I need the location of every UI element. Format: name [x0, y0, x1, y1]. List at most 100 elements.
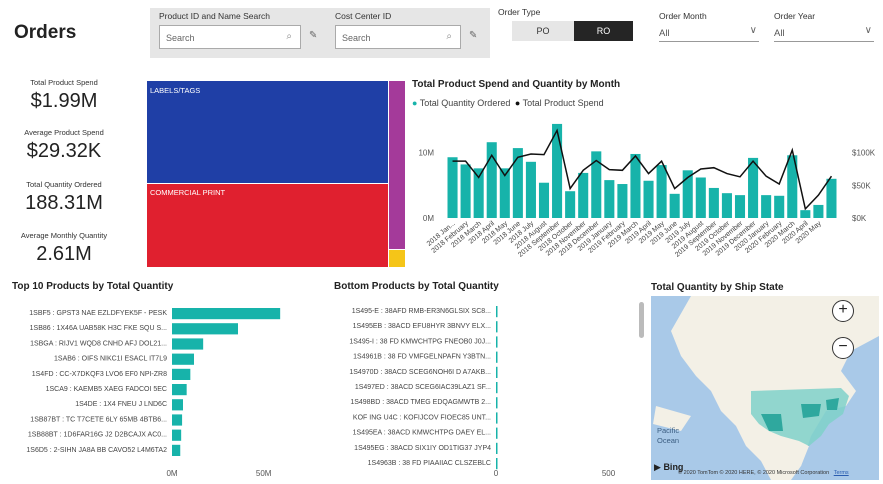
- combo-legend: ● Total Quantity Ordered ● Total Product…: [412, 98, 604, 108]
- bar-label: KOF ING U4C : KOFIJCOV FIOEC85 UNT...: [353, 414, 491, 421]
- state-highlight: [801, 404, 821, 418]
- bar-quantity: [552, 123, 563, 218]
- bar-quantity: [538, 182, 550, 218]
- y-left-tick: 10M: [418, 149, 434, 158]
- eraser-icon[interactable]: ✎: [309, 30, 318, 41]
- order-month-dropdown[interactable]: All ∨: [659, 24, 759, 42]
- bar-label: 1SB87BT : TC T7CETE 6LY 65MB 4BTB6...: [30, 416, 167, 423]
- bar-label: 1S495-E : 38AFD RMB-ER3N6GLSIX SC8...: [352, 308, 491, 315]
- bar-quantity: [787, 155, 798, 218]
- bar-bottom: [496, 442, 498, 454]
- map-visual[interactable]: Pacific Ocean + − ▶ Bing © 2020 TomTom ©…: [651, 296, 879, 480]
- legend-dot-icon: ●: [514, 98, 521, 108]
- kpi-label: Total Quantity Ordered: [26, 180, 102, 189]
- x-tick: 0M: [166, 469, 177, 478]
- bar-top10: [172, 338, 204, 350]
- bar-quantity: [591, 151, 602, 218]
- zoom-out-button[interactable]: −: [832, 337, 854, 359]
- order-type-label: Order Type: [498, 7, 541, 17]
- bar-label: 1SAB6 : OIFS NIKC1I ESACL IT7L9: [54, 356, 167, 363]
- scrollbar-thumb[interactable]: [639, 302, 644, 338]
- zoom-in-button[interactable]: +: [832, 300, 854, 322]
- bar-quantity: [486, 142, 497, 218]
- kpi-value: $29.32K: [26, 140, 102, 162]
- bar-quantity: [460, 164, 471, 218]
- bar-label: 1SCA9 : KAEMB5 XAEG FADCOI 5EC: [46, 386, 167, 393]
- bar-quantity: [512, 148, 523, 218]
- bar-label: 1S495EG : 38ACD SIX1IY OD1TIG37 JYP4: [354, 445, 491, 452]
- bar-quantity: [695, 177, 706, 218]
- bar-label: 1S4FD : CC-X7DKQF3 LVO6 EF0 NPI-ZR8: [32, 371, 167, 378]
- search-icon: ⌕: [446, 31, 452, 42]
- chevron-down-icon: ∨: [749, 25, 757, 36]
- bar-quantity: [734, 195, 746, 218]
- bar-quantity: [761, 195, 772, 218]
- legend-dot-icon: ●: [412, 98, 418, 108]
- mexico: [781, 446, 809, 466]
- bottom-chart[interactable]: 1S495-E : 38AFD RMB-ER3N6GLSIX SC8... 1S4…: [322, 300, 647, 480]
- map-attribution: © 2020 TomTom © 2020 HERE, © 2020 Micros…: [678, 470, 849, 476]
- bar-quantity: [525, 161, 536, 218]
- treemap-tile-labels-tags[interactable]: LABELS/TAGS: [147, 81, 388, 183]
- treemap-tile-purple[interactable]: [389, 81, 405, 249]
- bar-quantity: [669, 193, 680, 218]
- bar-quantity: [473, 168, 484, 218]
- treemap-label: LABELS/TAGS: [150, 86, 201, 95]
- order-type-po-button[interactable]: PO: [512, 21, 574, 41]
- us-region: [751, 388, 849, 446]
- state-highlight: [761, 414, 783, 431]
- bar-label: 1S4DE : 1X4 FNEU J LND6C: [75, 401, 167, 408]
- bar-label: 1S6D5 : 2-SIHN JA8A BB CAVO52 L4M6TA2: [26, 447, 167, 454]
- bar-label: 1SB86 : 1X46A UAB58K H3C FKE SQU S...: [30, 325, 167, 332]
- product-search-placeholder: Search: [166, 33, 195, 43]
- bar-quantity: [656, 165, 667, 218]
- eraser-icon[interactable]: ✎: [469, 30, 478, 41]
- bar-bottom: [496, 412, 498, 424]
- landmass: [671, 296, 879, 480]
- bar-label: 1SBGA : RIJV1 WQD8 CNHD AFJ DOL21...: [30, 340, 167, 347]
- bar-quantity: [578, 172, 589, 218]
- search-icon: ⌕: [286, 31, 292, 42]
- bar-label: 1SB88BT : 1D6FAR16G J2 D2BCAJX AC0...: [28, 432, 167, 439]
- order-type-ro-button[interactable]: RO: [574, 21, 633, 41]
- order-year-dropdown[interactable]: All ∨: [774, 24, 874, 42]
- line-spend: [452, 128, 833, 211]
- top10-chart[interactable]: 1SBF5 : GPST3 NAE EZLDFYEK5F - PESK 1SB86…: [0, 300, 320, 480]
- bar-top10: [172, 353, 194, 365]
- island: [653, 406, 691, 431]
- treemap-tile-commercial-print[interactable]: COMMERCIAL PRINT: [147, 184, 388, 267]
- cost-center-input[interactable]: Search ⌕: [335, 25, 461, 49]
- bar-top10: [172, 308, 281, 320]
- page-title: Orders: [14, 22, 77, 43]
- bar-label: 1S497ED : 38ACD SCEG6IAC39LAZ1 SF...: [355, 384, 491, 391]
- bar-label: 1S495EA : 38ACD KMWCHTPG DAEY EL...: [353, 430, 491, 437]
- order-month-value: All: [659, 28, 670, 39]
- attribution-text: © 2020 TomTom © 2020 HERE, © 2020 Micros…: [678, 470, 830, 476]
- bar-label: 1SBF5 : GPST3 NAE EZLDFYEK5F - PESK: [29, 310, 167, 317]
- ocean-label: Pacific Ocean: [657, 426, 680, 445]
- bing-icon: ▶: [654, 462, 661, 472]
- bar-quantity: [617, 184, 628, 218]
- bar-bottom: [496, 306, 498, 318]
- bar-bottom: [496, 458, 498, 470]
- treemap-tile-yellow[interactable]: [389, 250, 405, 267]
- product-search-input[interactable]: Search ⌕: [159, 25, 301, 49]
- chevron-down-icon: ∨: [864, 25, 872, 36]
- map-shapes: [653, 296, 879, 480]
- bar-quantity: [813, 204, 824, 218]
- order-month-label: Order Month: [659, 11, 707, 21]
- bar-label: 1S495EB : 38ACD EFU8HYR 3BNVY ELX...: [353, 323, 491, 330]
- bar-label: 1S4970D : 38ACD SCEG6NOH6I D A7AKB...: [349, 369, 491, 376]
- terms-link[interactable]: Terms: [833, 470, 849, 476]
- bar-quantity: [774, 195, 785, 218]
- cost-center-placeholder: Search: [342, 33, 371, 43]
- bar-top10: [172, 368, 191, 380]
- bar-quantity: [565, 191, 576, 218]
- bar-label: 1S4961B : 38 FD VMFGELNPAFN Y3BTN...: [353, 354, 491, 361]
- legend-label: Total Product Spend: [522, 98, 604, 108]
- bottom-title: Bottom Products by Total Quantity: [334, 281, 499, 292]
- order-year-value: All: [774, 28, 785, 39]
- kpi-label: Average Monthly Quantity: [20, 231, 108, 240]
- bar-bottom: [496, 382, 498, 394]
